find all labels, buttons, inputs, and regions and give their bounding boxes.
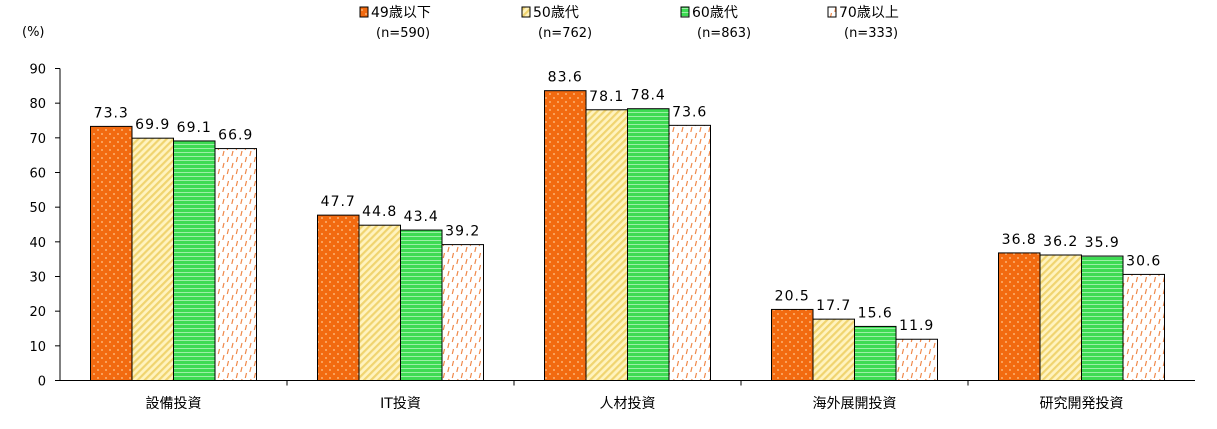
- y-tick-label: 60: [29, 167, 46, 182]
- category-label: IT投資: [380, 396, 421, 412]
- data-label: 47.7: [321, 194, 356, 210]
- y-tick-label: 90: [29, 63, 46, 78]
- data-label: 44.8: [362, 204, 397, 220]
- bar: [1039, 254, 1082, 381]
- legend-n-label: (n=863): [697, 26, 751, 41]
- legend-n-label: (n=333): [844, 26, 898, 41]
- y-tick-label: 30: [29, 271, 46, 286]
- y-tick-label: 0: [38, 375, 46, 390]
- data-label: 39.2: [445, 224, 480, 240]
- bar: [585, 109, 628, 382]
- data-label: 36.2: [1043, 234, 1078, 250]
- category-label: 設備投資: [146, 396, 202, 412]
- bar: [854, 325, 897, 382]
- y-tick-label: 50: [29, 201, 46, 216]
- legend-swatch: [680, 6, 690, 18]
- data-label: 69.9: [135, 117, 170, 133]
- legend-label: 60歳代: [692, 5, 738, 21]
- bar: [1122, 273, 1165, 382]
- bar: [771, 308, 814, 381]
- legend-label: 49歳以下: [371, 5, 431, 21]
- y-tick-label: 80: [29, 97, 46, 112]
- data-label: 69.1: [177, 120, 212, 136]
- legend-n-label: (n=590): [376, 26, 430, 41]
- data-label: 15.6: [858, 305, 893, 321]
- legend-swatch: [827, 6, 837, 18]
- bar: [90, 125, 133, 382]
- data-label: 36.8: [1002, 232, 1037, 248]
- data-label: 43.4: [404, 209, 439, 225]
- data-label: 35.9: [1085, 235, 1120, 251]
- data-label: 20.5: [775, 288, 810, 304]
- bar: [812, 318, 855, 382]
- y-tick-label: 40: [29, 236, 46, 251]
- bar: [214, 148, 257, 381]
- data-label: 83.6: [548, 70, 583, 86]
- bar: [173, 140, 216, 381]
- data-label: 78.1: [589, 89, 624, 105]
- y-tick-label: 70: [29, 132, 46, 147]
- data-label: 73.3: [94, 105, 129, 121]
- category-label: 人材投資: [600, 396, 656, 412]
- bar: [1081, 255, 1124, 381]
- bar: [627, 108, 670, 381]
- data-label: 17.7: [816, 298, 851, 314]
- data-label: 78.4: [631, 88, 666, 104]
- y-unit-label: (%): [22, 25, 45, 40]
- category-label: 海外展開投資: [813, 396, 897, 412]
- category-label: 研究開発投資: [1040, 396, 1124, 412]
- bar: [544, 90, 587, 381]
- y-tick-label: 10: [29, 340, 46, 355]
- bar: [358, 224, 401, 381]
- data-label: 66.9: [218, 128, 253, 144]
- bar: [317, 214, 360, 381]
- legend-swatch: [359, 6, 369, 18]
- legend-label: 50歳代: [533, 5, 579, 21]
- bar: [895, 338, 938, 382]
- bar: [441, 244, 484, 381]
- legend-label: 70歳以上: [839, 5, 899, 21]
- bar: [668, 124, 711, 381]
- legend-swatch: [521, 6, 531, 18]
- bar: [131, 137, 174, 381]
- bar: [400, 229, 443, 381]
- bar: [998, 252, 1041, 381]
- legend-n-label: (n=762): [538, 26, 592, 41]
- data-label: 73.6: [672, 104, 707, 120]
- y-tick-label: 20: [29, 305, 46, 320]
- data-label: 30.6: [1126, 253, 1161, 269]
- data-label: 11.9: [899, 318, 934, 334]
